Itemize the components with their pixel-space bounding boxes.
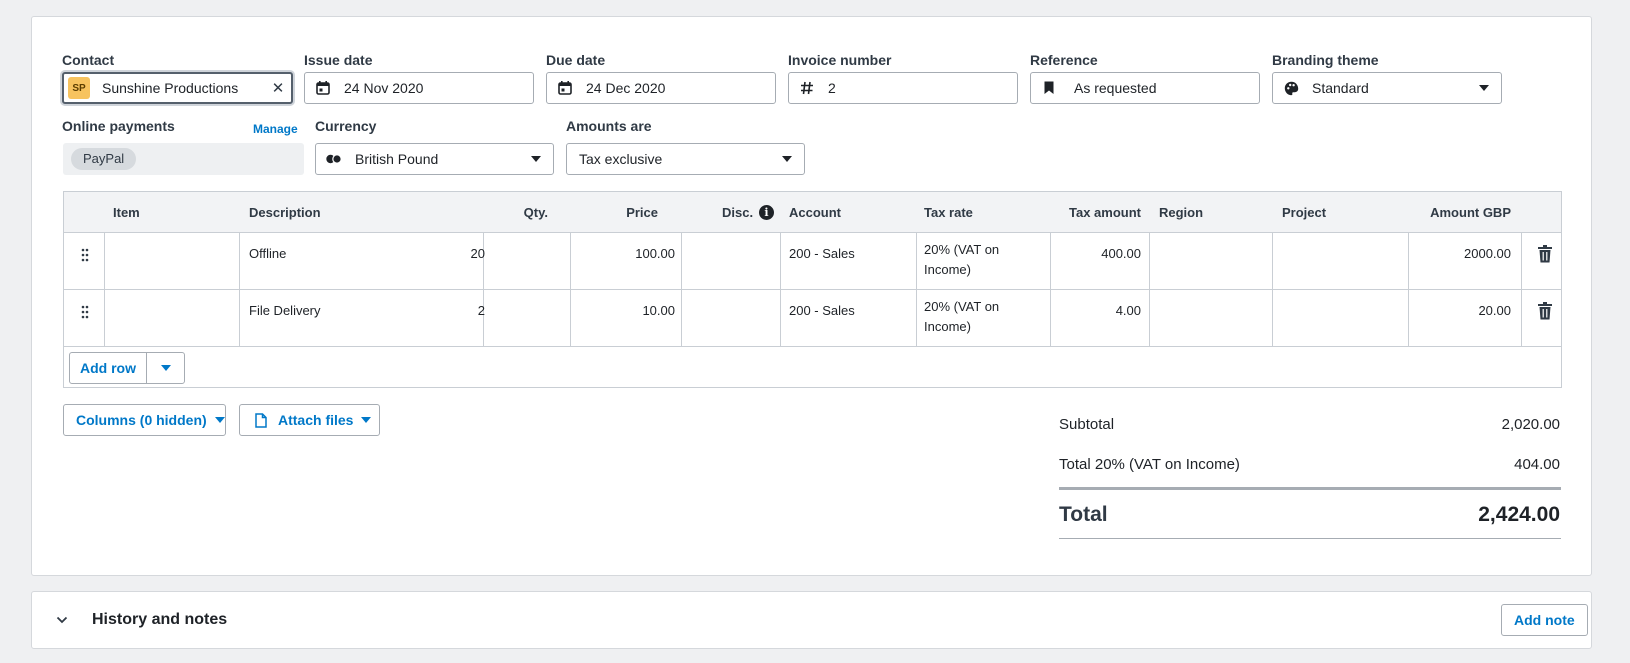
invoice-number-field[interactable]: 2 [788, 72, 1018, 104]
cell-tax-rate[interactable]: 20% (VAT on Income) [924, 242, 1000, 277]
due-date-value: 24 Dec 2020 [586, 80, 666, 96]
invoice-number-value: 2 [828, 80, 836, 96]
branding-theme-value: Standard [1312, 80, 1369, 96]
line-items-grid: Item Description Qty. Price Disc. i Acco… [63, 191, 1562, 388]
header-item: Item [113, 205, 140, 220]
due-date-label: Due date [546, 52, 606, 68]
clear-contact-icon[interactable]: ✕ [271, 80, 285, 97]
cell-tax-amount: 4.00 [1115, 303, 1141, 318]
online-payments-label: Online payments [62, 118, 175, 134]
paypal-pill[interactable]: PayPal [71, 148, 137, 170]
palette-icon [1283, 80, 1299, 96]
header-region: Region [1159, 205, 1204, 220]
columns-button[interactable]: Columns (0 hidden) [63, 404, 226, 436]
header-disc: Disc. [722, 205, 754, 220]
calendar-icon [557, 80, 573, 96]
issue-date-label: Issue date [304, 52, 373, 68]
cell-account[interactable]: 200 - Sales [789, 303, 855, 318]
invoice-number-label: Invoice number [788, 52, 892, 68]
subtotal-label: Subtotal [1059, 416, 1115, 433]
cell-price[interactable]: 100.00 [635, 246, 675, 261]
calendar-icon [315, 80, 331, 96]
hash-icon [799, 80, 815, 96]
header-tax-amount: Tax amount [1069, 205, 1141, 220]
cell-account[interactable]: 200 - Sales [789, 246, 855, 261]
cell-tax-rate[interactable]: 20% (VAT on Income) [924, 299, 1000, 334]
header-amount: Amount GBP [1430, 205, 1511, 220]
attach-files-button[interactable]: Attach files [239, 404, 380, 436]
grid-header: Item Description Qty. Price Disc. i Acco… [64, 192, 1561, 233]
add-row-control: Add row [69, 352, 185, 384]
cell-description[interactable]: File Delivery [249, 303, 321, 318]
trash-icon[interactable] [1538, 245, 1552, 263]
add-row-menu-button[interactable] [147, 353, 184, 383]
history-card: History and notes Add note [31, 591, 1592, 649]
file-icon [255, 412, 267, 428]
amounts-are-select[interactable]: Tax exclusive [566, 143, 805, 175]
branding-theme-label: Branding theme [1272, 52, 1379, 68]
table-row[interactable]: File Delivery 2 10.00 200 - Sales 20% (V… [64, 290, 1561, 347]
table-row[interactable]: Offline 20 100.00 200 - Sales 20% (VAT o… [64, 233, 1561, 290]
header-price: Price [626, 205, 658, 220]
total-value: 2,424.00 [1478, 503, 1560, 526]
cell-price[interactable]: 10.00 [642, 303, 675, 318]
amounts-are-label: Amounts are [566, 118, 652, 134]
cell-tax-amount: 400.00 [1101, 246, 1141, 261]
issue-date-value: 24 Nov 2020 [344, 80, 424, 96]
reference-field[interactable]: As requested [1030, 72, 1260, 104]
manage-payments-link[interactable]: Manage [253, 122, 298, 136]
cell-qty[interactable]: 2 [477, 303, 485, 318]
currency-icon [326, 151, 342, 167]
cell-description[interactable]: Offline [249, 246, 287, 261]
tax-total-value: 404.00 [1514, 456, 1560, 473]
bookmark-icon [1041, 80, 1057, 96]
currency-select[interactable]: British Pound [315, 143, 554, 175]
drag-handle-icon[interactable] [79, 247, 91, 263]
branding-theme-select[interactable]: Standard [1272, 72, 1502, 104]
add-note-button[interactable]: Add note [1501, 604, 1588, 636]
chevron-down-icon [531, 156, 541, 162]
contact-field[interactable]: SP Sunshine Productions ✕ [62, 72, 293, 104]
reference-label: Reference [1030, 52, 1098, 68]
header-project: Project [1282, 205, 1327, 220]
add-row-button[interactable]: Add row [70, 353, 147, 383]
trash-icon[interactable] [1538, 302, 1552, 320]
issue-date-field[interactable]: 24 Nov 2020 [304, 72, 534, 104]
header-description: Description [249, 205, 321, 220]
due-date-field[interactable]: 24 Dec 2020 [546, 72, 776, 104]
chevron-down-icon [160, 365, 171, 371]
chevron-down-icon[interactable] [54, 612, 70, 628]
header-qty: Qty. [523, 205, 548, 220]
contact-label: Contact [62, 52, 115, 68]
reference-value: As requested [1074, 80, 1157, 96]
chevron-down-icon [1479, 85, 1489, 91]
header-account: Account [789, 205, 841, 220]
totals-bottom-rule [1059, 538, 1561, 539]
header-tax-rate: Tax rate [924, 205, 973, 220]
contact-value: Sunshine Productions [102, 80, 239, 96]
cell-qty[interactable]: 20 [470, 246, 485, 261]
contact-initials-badge: SP [68, 77, 90, 99]
chevron-down-icon [361, 417, 372, 423]
history-title: History and notes [92, 611, 228, 628]
drag-handle-icon[interactable] [79, 304, 91, 320]
cell-amount[interactable]: 20.00 [1478, 303, 1511, 318]
info-icon[interactable]: i [759, 205, 774, 220]
chevron-down-icon [782, 156, 792, 162]
currency-label: Currency [315, 118, 377, 134]
totals-divider [1059, 487, 1561, 490]
amounts-are-value: Tax exclusive [579, 151, 663, 167]
tax-total-label: Total 20% (VAT on Income) [1059, 456, 1240, 473]
columns-button-label: Columns (0 hidden) [76, 412, 207, 428]
currency-value: British Pound [355, 151, 439, 167]
chevron-down-icon [214, 417, 225, 423]
subtotal-value: 2,020.00 [1501, 416, 1560, 433]
attach-files-label: Attach files [278, 412, 354, 428]
cell-amount[interactable]: 2000.00 [1464, 246, 1511, 261]
total-label: Total [1059, 503, 1108, 526]
online-payments-box: PayPal [63, 143, 304, 175]
